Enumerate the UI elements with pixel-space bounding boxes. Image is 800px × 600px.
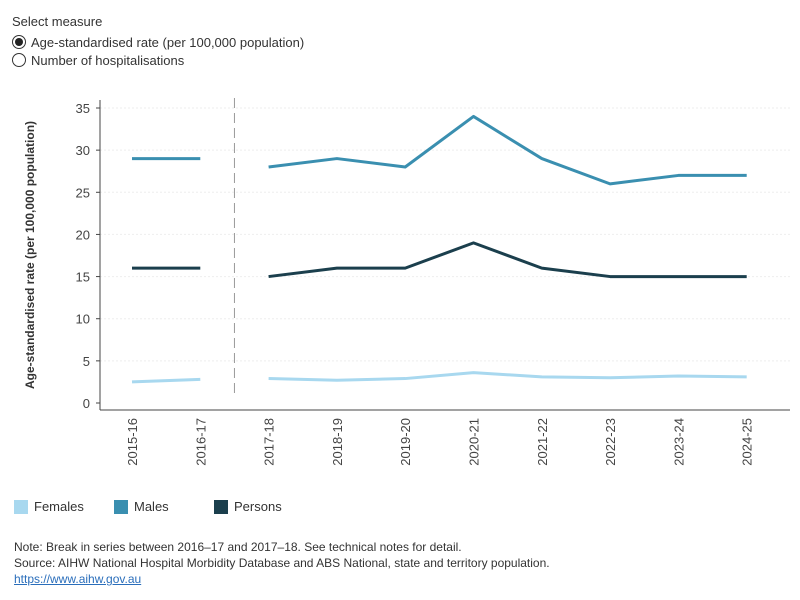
x-tick-label: 2021-22 xyxy=(535,418,550,466)
x-tick-label: 2015-16 xyxy=(125,418,140,466)
y-tick-label: 20 xyxy=(76,227,90,242)
y-axis-label: Age-standardised rate (per 100,000 popul… xyxy=(23,121,37,389)
legend-swatch xyxy=(214,499,228,514)
option-rate[interactable]: Age-standardised rate (per 100,000 popul… xyxy=(12,33,304,51)
y-tick-label: 25 xyxy=(76,185,90,200)
legend-label: Persons xyxy=(234,499,282,514)
legend-swatch xyxy=(14,499,28,514)
option-rate-label: Age-standardised rate (per 100,000 popul… xyxy=(31,34,305,50)
y-tick-label: 5 xyxy=(83,354,90,369)
x-tick-label: 2019-20 xyxy=(398,418,413,466)
x-ticks: 2015-16 2016-17 2017-18 2018-19 2019-20 2020-… xyxy=(125,418,755,466)
x-tick-label: 2024-25 xyxy=(740,418,755,466)
option-number-label: Number of hospitalisations xyxy=(31,52,185,68)
x-tick-label: 2017-18 xyxy=(262,418,277,466)
gridlines xyxy=(100,107,790,362)
footnotes: Note: Break in series between 2016–17 an… xyxy=(14,539,550,587)
y-tick-label: 0 xyxy=(83,396,90,411)
x-tick-label: 2020-21 xyxy=(467,418,482,466)
x-tick-label: 2022-23 xyxy=(603,418,618,466)
x-tick-label: 2023-24 xyxy=(671,418,686,466)
series-group xyxy=(131,114,747,384)
series-line-persons[interactable] xyxy=(268,241,747,279)
series-line-females[interactable] xyxy=(268,371,747,382)
y-tick-label: 35 xyxy=(76,101,90,116)
legend-swatch xyxy=(114,499,128,514)
y-tick-label: 15 xyxy=(76,270,90,285)
x-tick-label: 2018-19 xyxy=(330,418,345,466)
radio-unselected-icon[interactable] xyxy=(12,53,26,67)
x-tick-label: 2016-17 xyxy=(193,418,208,466)
radio-selected-icon[interactable] xyxy=(12,35,26,49)
note-break: Note: Break in series between 2016–17 an… xyxy=(14,540,462,554)
legend-item-males[interactable]: Males xyxy=(114,499,214,514)
legend-item-females[interactable]: Females xyxy=(14,499,114,514)
y-tick-label: 10 xyxy=(76,312,90,327)
legend: Females Males Persons xyxy=(14,499,282,514)
line-chart: 0 5 10 15 20 25 30 35 2015-16 2016-17 2017-18 2018… xyxy=(23,98,790,466)
series-line-females[interactable] xyxy=(131,377,201,384)
measure-selector: Select measure Age-standardised rate (pe… xyxy=(12,14,304,69)
legend-label: Males xyxy=(134,499,169,514)
aihw-link[interactable]: https://www.aihw.gov.au xyxy=(14,572,142,586)
y-ticks: 0 5 10 15 20 25 30 35 xyxy=(76,101,100,411)
note-source: Source: AIHW National Hospital Morbidity… xyxy=(14,556,550,570)
option-number[interactable]: Number of hospitalisations xyxy=(12,51,304,69)
y-tick-label: 30 xyxy=(76,143,90,158)
series-line-males[interactable] xyxy=(268,114,747,186)
measure-title: Select measure xyxy=(12,14,103,29)
legend-label: Females xyxy=(34,499,84,514)
legend-item-persons[interactable]: Persons xyxy=(214,499,282,514)
